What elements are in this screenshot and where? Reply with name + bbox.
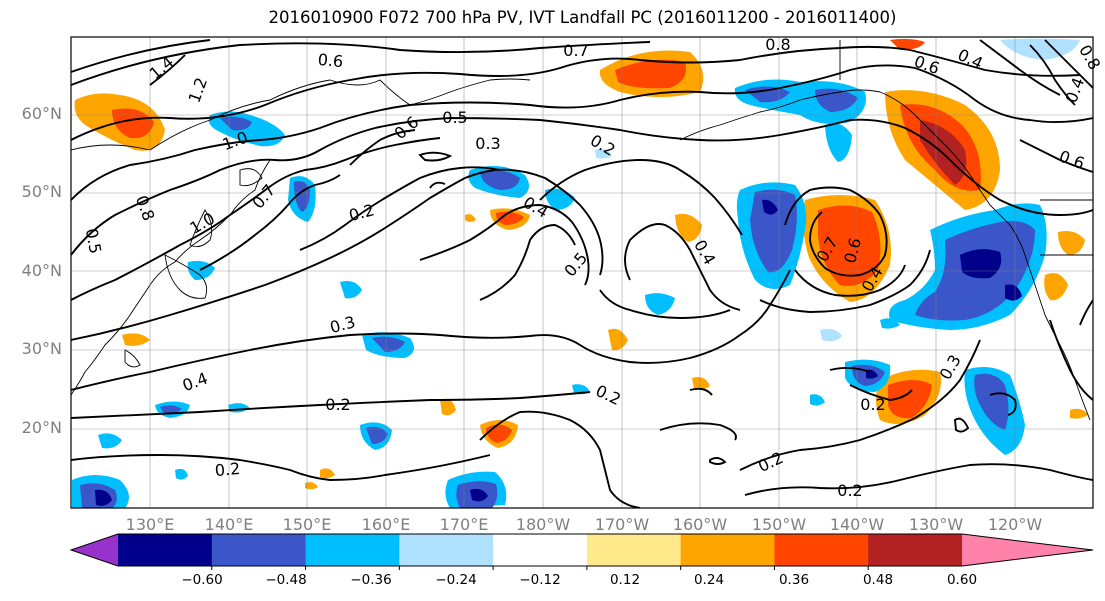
- colorbar-tick-label: −0.48: [265, 572, 307, 588]
- colorbar-cell: [305, 534, 400, 566]
- map-frame: [70, 36, 1094, 509]
- colorbar-tick-label: −0.60: [181, 572, 223, 588]
- lat-label: 60°N: [21, 104, 62, 123]
- contour-label: 0.2: [860, 395, 885, 414]
- colorbar-tick-label: 0.12: [609, 572, 641, 588]
- contour-label: 0.8: [765, 35, 790, 54]
- contour-label: 0.5: [82, 227, 105, 255]
- colorbar-cell: [493, 534, 588, 566]
- figure-title: 2016010900 F072 700 hPa PV, IVT Landfall…: [268, 8, 897, 27]
- colorbar-cell: [118, 534, 213, 566]
- lat-label: 40°N: [21, 261, 62, 280]
- colorbar: [69, 533, 1094, 570]
- lon-label: 160°W: [672, 515, 728, 534]
- lat-label: 50°N: [21, 182, 62, 201]
- colorbar-tick-label: −0.36: [350, 572, 392, 588]
- colorbar-cell: [399, 534, 494, 566]
- colorbar-cell: [586, 534, 682, 566]
- lon-label: 130°W: [908, 515, 964, 534]
- contour-label: 0.3: [475, 134, 500, 153]
- lon-label: 170°E: [439, 515, 489, 534]
- lon-label: 160°E: [361, 515, 411, 534]
- lon-label: 170°W: [594, 515, 650, 534]
- colorbar-outline: [69, 533, 1094, 567]
- contour-label: 0.2: [325, 395, 350, 414]
- colorbar-tick-label: −0.24: [435, 572, 477, 588]
- colorbar-tick-label: 0.48: [862, 572, 894, 588]
- lat-label: 20°N: [21, 418, 62, 437]
- contour-label: 0.2: [214, 459, 241, 480]
- contour-label: 0.7: [563, 41, 588, 60]
- colorbar-cell: [680, 534, 775, 566]
- colorbar-cell: [774, 534, 869, 566]
- colorbar-tick-label: −0.12: [519, 572, 561, 588]
- lon-label: 120°W: [987, 515, 1043, 534]
- lon-label: 150°E: [282, 515, 332, 534]
- colorbar-extend-min: [71, 534, 118, 566]
- contour-label: 0.5: [442, 108, 467, 127]
- lon-label: 140°W: [829, 515, 885, 534]
- contour-label: 0.2: [837, 481, 862, 500]
- colorbar-cell: [211, 534, 307, 566]
- colorbar-extend-max: [962, 534, 1093, 566]
- lon-label: 130°E: [125, 515, 175, 534]
- colorbar-tick-label: 0.24: [693, 572, 725, 588]
- colorbar-tick-label: 0.36: [778, 572, 810, 588]
- colorbar-tick-label: 0.60: [946, 572, 978, 588]
- lon-label: 180°W: [515, 515, 571, 534]
- graticule: [71, 37, 1093, 508]
- contour-label: 0.6: [317, 50, 344, 71]
- colorbar-cell: [868, 534, 963, 566]
- ivt-contours: [71, 39, 1093, 508]
- lon-label: 150°W: [751, 515, 807, 534]
- lon-label: 140°E: [204, 515, 254, 534]
- lat-label: 30°N: [21, 339, 62, 358]
